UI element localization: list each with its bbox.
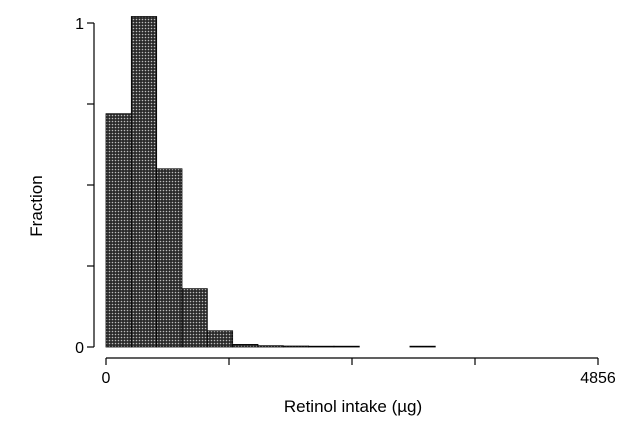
x-tick-label: 0 bbox=[102, 370, 111, 387]
y-tick-label: 0 bbox=[75, 340, 84, 357]
histogram-bar bbox=[333, 345, 360, 348]
histogram-bar bbox=[206, 330, 234, 348]
y-tick-label: 1 bbox=[75, 16, 84, 33]
x-axis-title: Retinol intake (µg) bbox=[284, 397, 422, 416]
bars-layer bbox=[105, 16, 436, 348]
histogram-bar bbox=[130, 16, 158, 348]
histogram-bar bbox=[232, 344, 259, 348]
histogram-bar bbox=[181, 288, 208, 348]
axes-layer: 0 4856 0 1 bbox=[75, 16, 616, 387]
x-tick-label: 4856 bbox=[580, 370, 616, 387]
histogram-bar bbox=[105, 113, 132, 348]
histogram-bar bbox=[409, 345, 436, 348]
histogram-bar bbox=[257, 345, 284, 348]
y-axis-title: Fraction bbox=[27, 175, 46, 236]
histogram-bar bbox=[308, 345, 335, 348]
histogram-bar bbox=[156, 168, 183, 348]
histogram-bar bbox=[282, 345, 310, 348]
